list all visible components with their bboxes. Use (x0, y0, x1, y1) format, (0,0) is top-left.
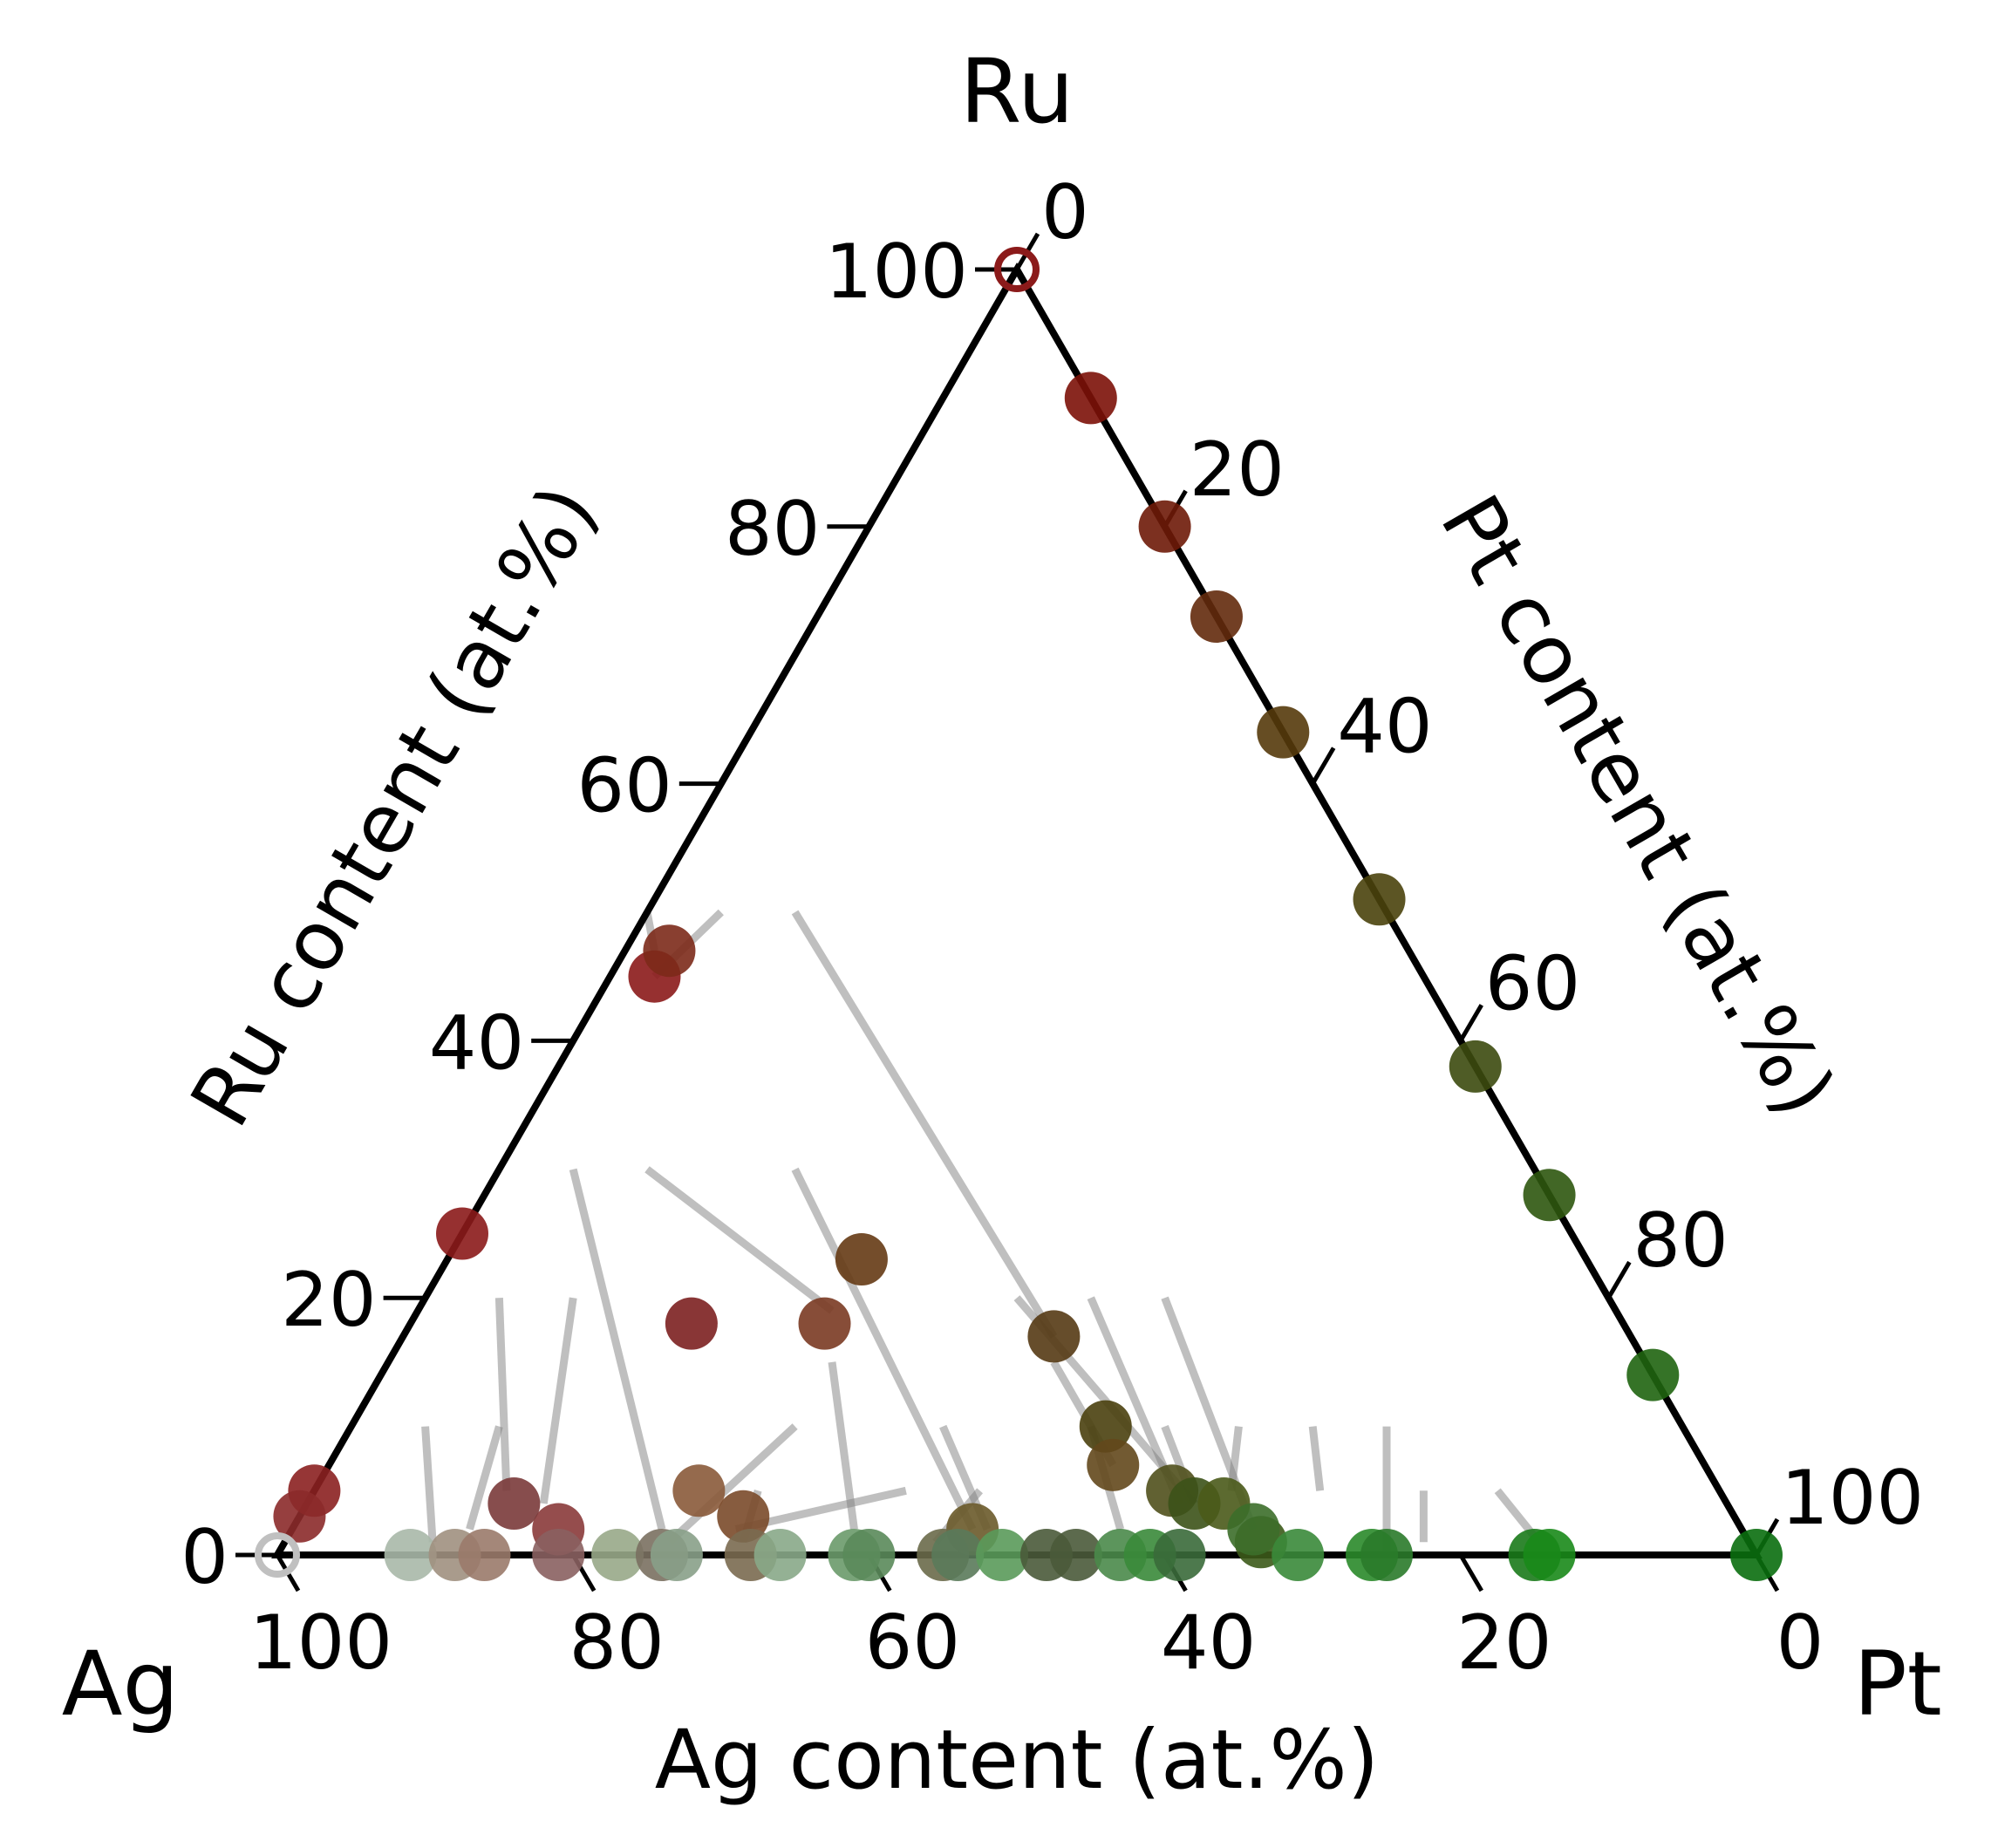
pt-tick-80 (1606, 1260, 1632, 1299)
data-point-10 (436, 1207, 488, 1260)
tie-line-15 (539, 1297, 577, 1504)
data-point-17 (835, 1232, 888, 1285)
data-point-16 (798, 1297, 851, 1350)
data-point-36 (591, 1529, 644, 1581)
axis-label-ag: Ag content (at.%) (655, 1713, 1380, 1808)
pt-tick-label-100: 100 (1781, 1455, 1924, 1542)
data-point-44 (931, 1529, 985, 1581)
data-point-7 (1523, 1169, 1576, 1222)
data-point-4 (1257, 706, 1310, 759)
data-point-53 (1360, 1529, 1413, 1581)
data-point-55 (1523, 1529, 1576, 1581)
data-point-18 (1027, 1310, 1081, 1363)
tie-line-11 (421, 1426, 437, 1543)
tie-line-2 (644, 1166, 835, 1314)
pt-tick-40 (1311, 747, 1336, 785)
tie-line-4 (569, 1168, 666, 1531)
data-point-28 (672, 1464, 726, 1517)
pt-tick-label-40: 40 (1337, 684, 1432, 771)
data-point-47 (1049, 1529, 1102, 1581)
pt-tick-60 (1458, 1004, 1483, 1042)
data-point-5 (1353, 873, 1406, 926)
data-point-50 (1153, 1529, 1206, 1581)
ru-tick-label-0: 0 (181, 1514, 228, 1601)
pt-tick-label-80: 80 (1633, 1197, 1728, 1285)
vertex-label-ru: Ru (960, 40, 1074, 144)
data-point-32 (384, 1529, 437, 1581)
data-point-40 (753, 1529, 807, 1581)
ag-tick-label-20: 20 (1456, 1599, 1551, 1687)
data-point-8 (1626, 1348, 1680, 1401)
data-point-3 (1190, 590, 1243, 643)
ru-tick-label-60: 60 (576, 743, 672, 830)
ag-tick-label-80: 80 (569, 1599, 664, 1687)
tie-line-5 (494, 1298, 511, 1491)
data-point-0 (994, 247, 1040, 292)
data-point-14 (643, 924, 696, 978)
data-point-27 (488, 1477, 541, 1531)
ru-tick-label-40: 40 (429, 999, 524, 1087)
axis-label-pt: Pt content (at.%) (1422, 481, 1852, 1132)
vertex-label-pt: Pt (1853, 1633, 1942, 1736)
data-point-1 (1064, 372, 1117, 425)
pt-tick-label-60: 60 (1485, 940, 1580, 1027)
data-point-42 (842, 1529, 896, 1581)
pt-tick-label-20: 20 (1190, 426, 1285, 514)
tie-line-21 (1308, 1426, 1325, 1491)
ag-tick-label-60: 60 (865, 1599, 960, 1687)
ru-tick-label-80: 80 (725, 486, 820, 573)
ru-tick-label-100: 100 (825, 228, 968, 316)
data-point-31 (255, 1532, 300, 1578)
data-point-12 (273, 1490, 326, 1543)
tie-line-6 (791, 1167, 977, 1531)
data-point-2 (1138, 500, 1191, 553)
vertex-label-ag: Ag (62, 1633, 180, 1736)
data-point-35 (532, 1529, 585, 1581)
data-point-25 (1227, 1503, 1280, 1556)
data-point-51 (1272, 1529, 1325, 1581)
ru-tick-label-20: 20 (281, 1257, 376, 1344)
tick-marks (235, 232, 1780, 1592)
pt-tick-label-0: 0 (1041, 169, 1089, 256)
tie-line-17 (466, 1425, 503, 1531)
data-point-38 (650, 1529, 703, 1581)
data-point-34 (458, 1529, 511, 1581)
ag-tick-label-100: 100 (249, 1599, 392, 1687)
data-point-45 (976, 1529, 1029, 1581)
data-point-6 (1449, 1040, 1502, 1093)
tie-line-26 (828, 1361, 858, 1531)
tie-line-7 (666, 1423, 798, 1545)
data-point-20 (1087, 1438, 1140, 1491)
ag-tick-20 (1458, 1553, 1483, 1592)
data-points (255, 247, 1783, 1581)
ag-tick-label-40: 40 (1161, 1599, 1256, 1687)
ag-tick-label-0: 0 (1776, 1599, 1824, 1687)
data-point-15 (665, 1297, 718, 1350)
tie-line-3 (791, 910, 1058, 1339)
data-point-9 (1730, 1529, 1783, 1581)
